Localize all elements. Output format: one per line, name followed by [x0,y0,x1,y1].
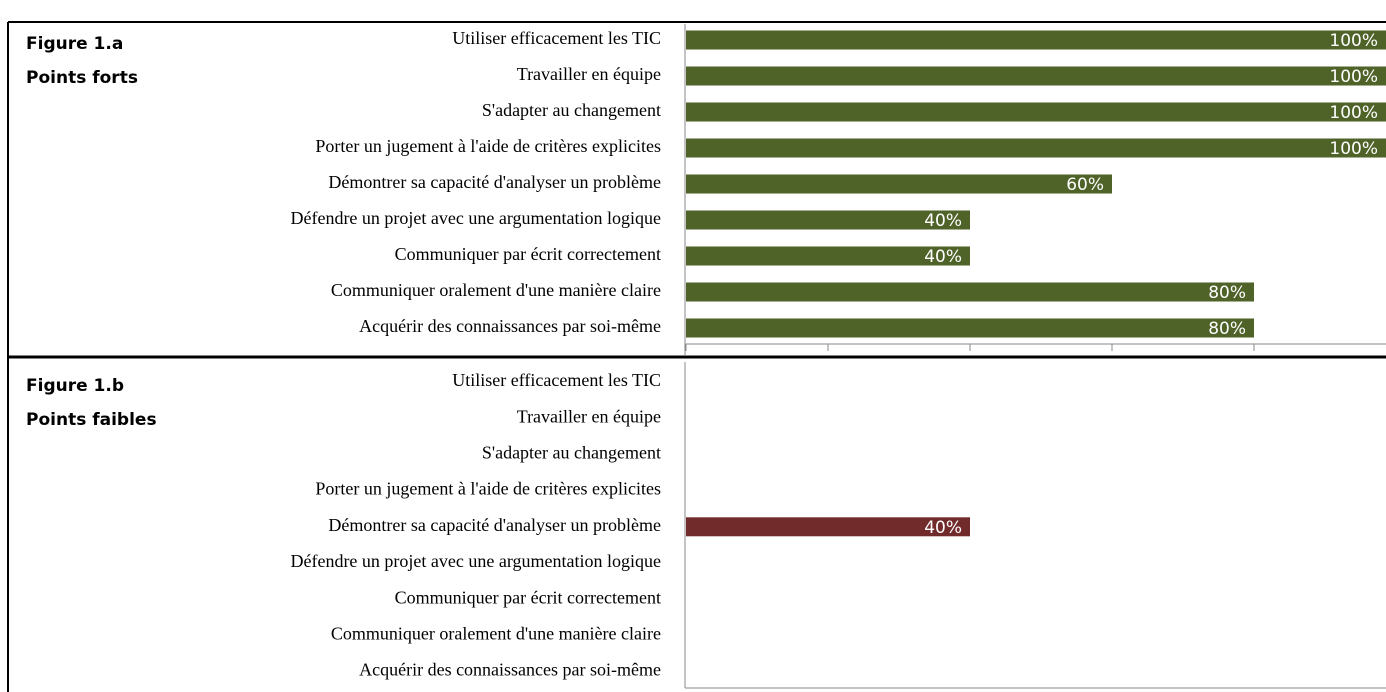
bar [686,174,1112,194]
bar [686,102,1386,122]
category-label: Porter un jugement à l'aide de critères … [315,136,661,156]
category-label: Démontrer sa capacité d'analyser un prob… [328,515,661,535]
value-label: 40% [924,247,962,267]
value-label: 100% [1329,31,1378,51]
category-label: S'adapter au changement [482,100,661,120]
value-label: 100% [1329,67,1378,87]
figure-title: Figure 1.a [26,34,123,54]
value-label: 40% [924,518,962,538]
figure-subtitle: Points faibles [26,410,157,430]
bar [686,30,1386,50]
category-label: Porter un jugement à l'aide de critères … [315,479,661,499]
value-label: 80% [1208,319,1246,339]
category-label: Travailler en équipe [517,64,661,84]
category-label: Travailler en équipe [517,406,661,426]
value-label: 40% [924,211,962,231]
bar [686,318,1254,338]
category-label: Démontrer sa capacité d'analyser un prob… [328,172,661,192]
value-label: 60% [1066,175,1104,195]
category-label: Communiquer par écrit correctement [395,244,661,264]
category-label: Utiliser efficacement les TIC [452,370,661,390]
value-label: 100% [1329,103,1378,123]
bar [686,210,970,230]
bar [686,517,970,537]
bar [686,282,1254,302]
figure-subtitle: Points forts [26,68,138,88]
bar [686,138,1386,158]
category-label: S'adapter au changement [482,443,661,463]
category-label: Défendre un projet avec une argumentatio… [290,551,661,571]
category-label: Acquérir des connaissances par soi-même [359,660,661,680]
bar [686,66,1386,86]
value-label: 80% [1208,283,1246,303]
category-label: Utiliser efficacement les TIC [452,28,661,48]
value-label: 100% [1329,139,1378,159]
figure-title: Figure 1.b [26,376,124,396]
category-label: Acquérir des connaissances par soi-même [359,316,661,336]
category-label: Communiquer oralement d'une manière clai… [331,280,661,300]
bar [686,246,970,266]
category-label: Défendre un projet avec une argumentatio… [290,208,661,228]
category-label: Communiquer oralement d'une manière clai… [331,624,661,644]
category-label: Communiquer par écrit correctement [395,587,661,607]
